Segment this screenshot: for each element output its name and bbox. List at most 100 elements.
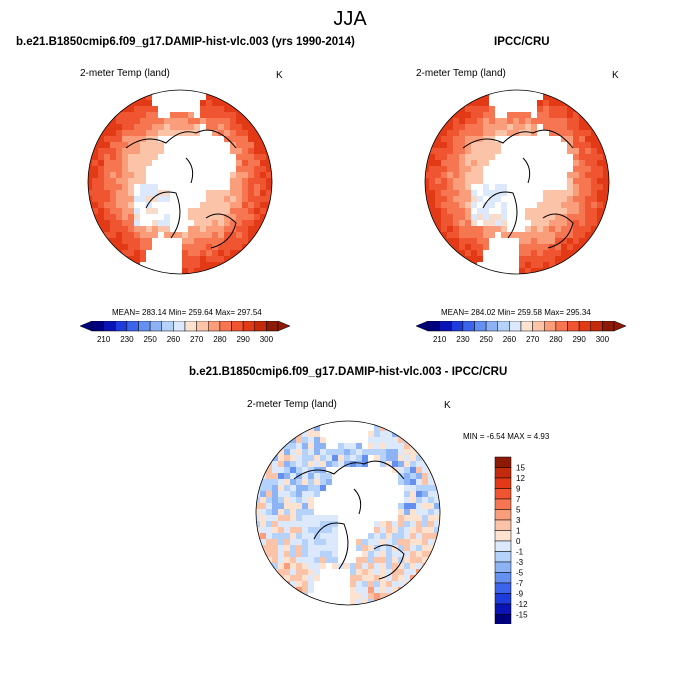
model-grid-cell: [116, 130, 122, 136]
obs-grid-cell: [435, 196, 441, 202]
diff-grid-cell: [410, 491, 416, 497]
model-grid-cell: [248, 130, 254, 136]
model-grid-cell: [236, 166, 242, 172]
diff-grid-cell: [284, 557, 290, 563]
diff-grid-cell: [308, 527, 314, 533]
obs-grid-cell: [585, 178, 591, 184]
diff-grid-cell: [260, 485, 266, 491]
diff-grid-cell: [428, 509, 434, 515]
model-grid-cell: [104, 130, 110, 136]
model-grid-cell: [134, 202, 140, 208]
obs-grid-cell: [567, 250, 573, 256]
obs-grid-cell: [447, 208, 453, 214]
model-grid-cell: [266, 196, 272, 202]
model-grid-cell: [236, 208, 242, 214]
diff-grid-cell: [380, 539, 386, 545]
model-grid-cell: [152, 196, 158, 202]
obs-grid-cell: [441, 190, 447, 196]
obs-grid-cell: [561, 106, 567, 112]
obs-grid-cell: [501, 190, 507, 196]
obs-grid-cell: [489, 130, 495, 136]
model-grid-cell: [146, 100, 152, 106]
diff-grid-cell: [296, 455, 302, 461]
model-grid-cell: [164, 184, 170, 190]
model-cbar-box: [103, 321, 116, 332]
diff-grid-cell: [356, 581, 362, 587]
obs-map-border: [424, 89, 610, 275]
obs-grid-cell: [441, 142, 447, 148]
diff-cbar-box: [494, 519, 512, 531]
diff-grid-cell: [320, 455, 326, 461]
obs-grid-cell: [471, 226, 477, 232]
model-cbar-box: [184, 321, 197, 332]
model-grid-cell: [152, 226, 158, 232]
model-grid-cell: [218, 250, 224, 256]
model-grid-cell: [134, 226, 140, 232]
model-grid-cell: [128, 214, 134, 220]
model-grid-cell: [260, 202, 266, 208]
obs-grid-cell: [483, 232, 489, 238]
diff-grid-cell: [308, 437, 314, 443]
diff-grid-cell: [380, 455, 386, 461]
obs-grid-cell: [441, 220, 447, 226]
diff-grid-cell: [416, 557, 422, 563]
model-grid-cell: [218, 94, 224, 100]
model-grid-cell: [110, 166, 116, 172]
diff-grid-cell: [290, 575, 296, 581]
model-grid-cell: [140, 154, 146, 160]
diff-grid-cell: [392, 527, 398, 533]
diff-grid-cell: [416, 491, 422, 497]
obs-grid-cell: [495, 142, 501, 148]
diff-grid-cell: [428, 503, 434, 509]
diff-grid-cell: [398, 515, 404, 521]
model-grid-cell: [206, 238, 212, 244]
diff-grid-cell: [368, 557, 374, 563]
diff-grid-cell: [380, 599, 386, 605]
diff-grid-cell: [260, 467, 266, 473]
obs-grid-cell: [489, 232, 495, 238]
model-grid-cell: [146, 196, 152, 202]
obs-grid-cell: [477, 244, 483, 250]
model-grid-cell: [218, 226, 224, 232]
model-grid-cell: [188, 214, 194, 220]
diff-grid-cell: [296, 437, 302, 443]
obs-grid-cell: [471, 154, 477, 160]
obs-grid-cell: [477, 136, 483, 142]
model-grid-cell: [122, 118, 128, 124]
model-grid-cell: [104, 178, 110, 184]
model-grid-cell: [140, 166, 146, 172]
diff-grid-cell: [296, 575, 302, 581]
obs-grid-cell: [543, 118, 549, 124]
model-grid-cell: [128, 160, 134, 166]
obs-grid-cell: [465, 148, 471, 154]
model-grid-cell: [200, 262, 206, 268]
obs-grid-cell: [573, 184, 579, 190]
obs-grid-cell: [573, 148, 579, 154]
model-grid-cell: [224, 256, 230, 262]
diff-grid-cell: [296, 479, 302, 485]
obs-grid-cell: [555, 244, 561, 250]
model-grid-cell: [134, 256, 140, 262]
obs-grid-cell: [489, 196, 495, 202]
diff-grid-cell: [260, 539, 266, 545]
obs-grid-cell: [561, 196, 567, 202]
model-grid-cell: [254, 208, 260, 214]
diff-grid-cell: [302, 587, 308, 593]
diff-grid-cell: [284, 491, 290, 497]
model-grid-cell: [200, 202, 206, 208]
diff-grid-cell: [308, 491, 314, 497]
obs-grid-cell: [543, 196, 549, 202]
obs-grid-cell: [585, 232, 591, 238]
model-grid-cell: [152, 154, 158, 160]
obs-grid-cell: [483, 220, 489, 226]
diff-grid-cell: [272, 545, 278, 551]
model-grid-cell: [164, 190, 170, 196]
obs-cbar-box: [520, 321, 533, 332]
model-grid-cell: [194, 250, 200, 256]
diff-grid-cell: [296, 569, 302, 575]
diff-grid-cell: [278, 455, 284, 461]
diff-grid-cell: [314, 515, 320, 521]
model-cbar-tick-label: 230: [120, 335, 134, 344]
obs-grid-cell: [441, 178, 447, 184]
diff-grid-cell: [302, 479, 308, 485]
